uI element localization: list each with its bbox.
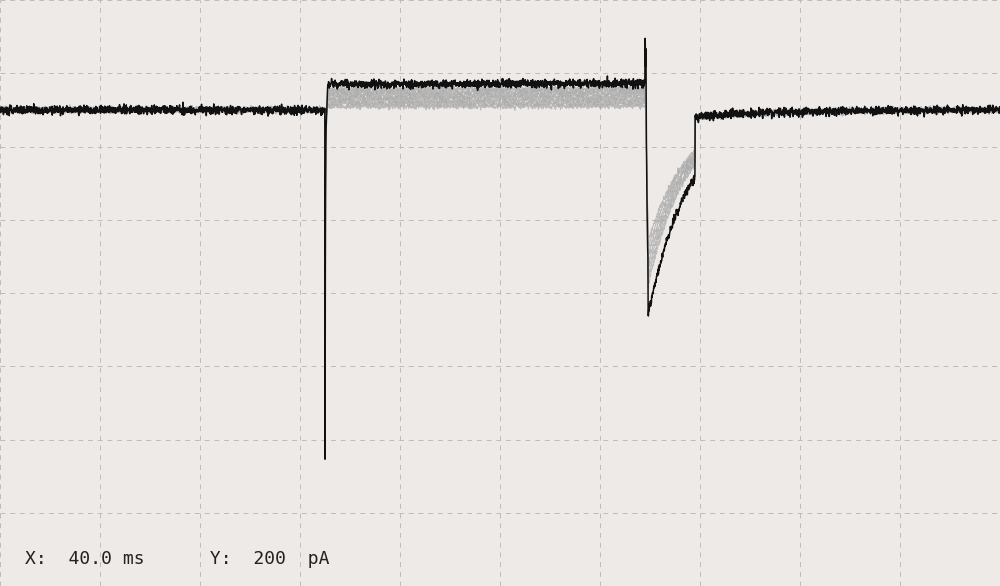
Text: X:  40.0 ms      Y:  200  pA: X: 40.0 ms Y: 200 pA — [25, 550, 330, 568]
